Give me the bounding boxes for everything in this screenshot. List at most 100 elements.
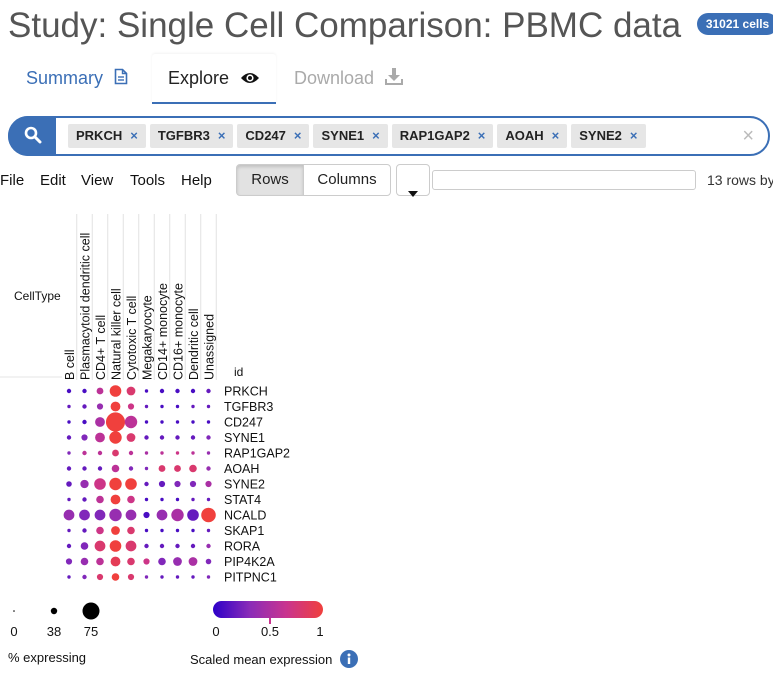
- expression-dot: [173, 557, 182, 566]
- gene-chips: PRKCH × TGFBR3 × CD247 × SYNE1 × RAP1GAP2 × AOAH × S…: [68, 124, 650, 150]
- expression-dot: [206, 466, 211, 471]
- color-legend-label: Scaled mean expression: [190, 651, 333, 667]
- remove-chip-icon[interactable]: ×: [551, 128, 560, 143]
- expression-dot: [175, 451, 180, 455]
- size-legend-dot: [50, 607, 58, 615]
- expression-dot: [144, 389, 149, 393]
- expression-dot: [206, 404, 211, 409]
- menu-view[interactable]: View: [81, 172, 114, 189]
- expression-dot: [160, 451, 164, 455]
- celltype-column-label: CD14+ monocyte: [156, 283, 170, 380]
- expression-dot: [189, 464, 197, 473]
- remove-chip-icon[interactable]: ×: [477, 128, 486, 143]
- expression-dot: [127, 495, 135, 504]
- cell-count-badge: 31021 cells: [696, 12, 773, 35]
- expression-dot: [144, 420, 149, 424]
- remove-chip-icon[interactable]: ×: [217, 128, 226, 143]
- info-icon[interactable]: [339, 650, 358, 671]
- expression-dot: [144, 481, 149, 487]
- tab-download[interactable]: Download: [278, 54, 419, 104]
- remove-chip-icon[interactable]: ×: [293, 128, 302, 143]
- remove-chip-icon[interactable]: ×: [372, 128, 380, 143]
- expression-dot: [159, 435, 165, 440]
- expression-dot: [96, 403, 104, 410]
- expression-dot: [190, 388, 196, 394]
- tab-explore[interactable]: Explore: [152, 54, 276, 104]
- expression-dot: [96, 387, 104, 395]
- expression-dot: [63, 509, 75, 521]
- gene-chip: AOAH ×: [497, 124, 568, 148]
- rows-button[interactable]: Rows: [236, 164, 304, 196]
- celltype-column-label: Megakaryocyte: [141, 295, 155, 380]
- expression-dot: [79, 509, 90, 521]
- id-header: id: [234, 365, 243, 379]
- menu-help[interactable]: Help: [181, 172, 212, 189]
- expression-dot: [65, 558, 73, 565]
- expression-dot: [189, 480, 197, 488]
- expression-dot: [175, 404, 180, 409]
- expression-dot: [175, 388, 180, 394]
- expression-dot: [66, 388, 72, 394]
- expression-dot: [97, 450, 103, 456]
- gene-row-label: RAP1GAP2: [224, 447, 290, 461]
- gene-search-bar[interactable]: PRKCH × TGFBR3 × CD247 × SYNE1 × RAP1GAP2 × AOAH × S…: [8, 116, 770, 156]
- filter-input[interactable]: [432, 170, 696, 190]
- remove-chip-icon[interactable]: ×: [130, 128, 138, 143]
- expression-dot: [206, 388, 211, 394]
- expression-dot: [160, 497, 164, 502]
- expression-dot: [67, 420, 71, 424]
- expression-dot: [191, 404, 195, 409]
- celltype-column-label: CD16+ monocyte: [172, 283, 186, 380]
- expression-dot: [190, 543, 196, 549]
- expression-dot: [82, 466, 87, 471]
- expression-dot: [144, 404, 149, 409]
- gene-row-label: TGFBR3: [224, 400, 273, 414]
- expression-dot: [187, 509, 199, 521]
- expression-dot: [175, 543, 180, 549]
- expression-dot: [205, 480, 212, 488]
- menu-tools[interactable]: Tools: [130, 172, 166, 189]
- search-button[interactable]: [8, 116, 56, 156]
- clear-search-button[interactable]: ×: [742, 125, 754, 147]
- gene-chip-label: RAP1GAP2: [399, 128, 470, 143]
- expression-dot: [206, 420, 211, 424]
- expression-dot: [191, 528, 195, 533]
- expression-dot: [191, 575, 195, 579]
- expression-dot: [206, 451, 211, 455]
- expression-dot: [126, 433, 136, 442]
- celltype-column-label: Unassigned: [203, 314, 217, 380]
- expression-dot: [125, 540, 137, 552]
- columns-button[interactable]: Columns: [303, 164, 391, 196]
- expression-dot: [96, 526, 104, 535]
- options-dropdown[interactable]: [396, 164, 430, 197]
- expression-dot: [144, 435, 149, 440]
- expression-dot: [82, 574, 87, 580]
- expression-dot: [109, 477, 122, 491]
- expression-dot: [124, 415, 138, 429]
- gene-chip-label: SYNE2: [579, 128, 622, 143]
- expression-dot: [67, 575, 71, 579]
- expression-dot: [66, 543, 72, 549]
- expression-dot: [175, 497, 180, 502]
- expression-dot: [111, 526, 120, 535]
- tab-explore-label: Explore: [168, 68, 230, 88]
- expression-dot: [160, 528, 164, 533]
- expression-dot: [94, 478, 106, 490]
- expression-dot: [67, 451, 71, 455]
- tab-summary[interactable]: Summary: [10, 54, 144, 104]
- gene-row-label: RORA: [224, 540, 261, 554]
- expression-dot: [206, 528, 211, 533]
- expression-dot: [160, 404, 164, 409]
- expression-dot: [82, 404, 87, 409]
- expression-dot: [81, 434, 88, 441]
- expression-dot: [128, 450, 134, 456]
- menu-file[interactable]: File: [0, 172, 25, 189]
- page-title: Study: Single Cell Comparison: PBMC data…: [8, 6, 773, 46]
- expression-dot: [66, 466, 72, 471]
- gene-row-label: PIP4K2A: [224, 555, 275, 569]
- expression-dot: [127, 526, 135, 535]
- remove-chip-icon[interactable]: ×: [629, 128, 638, 143]
- expression-dot: [160, 420, 164, 424]
- color-legend-title: Scaled mean expression: [190, 650, 358, 671]
- menu-edit[interactable]: Edit: [40, 172, 66, 189]
